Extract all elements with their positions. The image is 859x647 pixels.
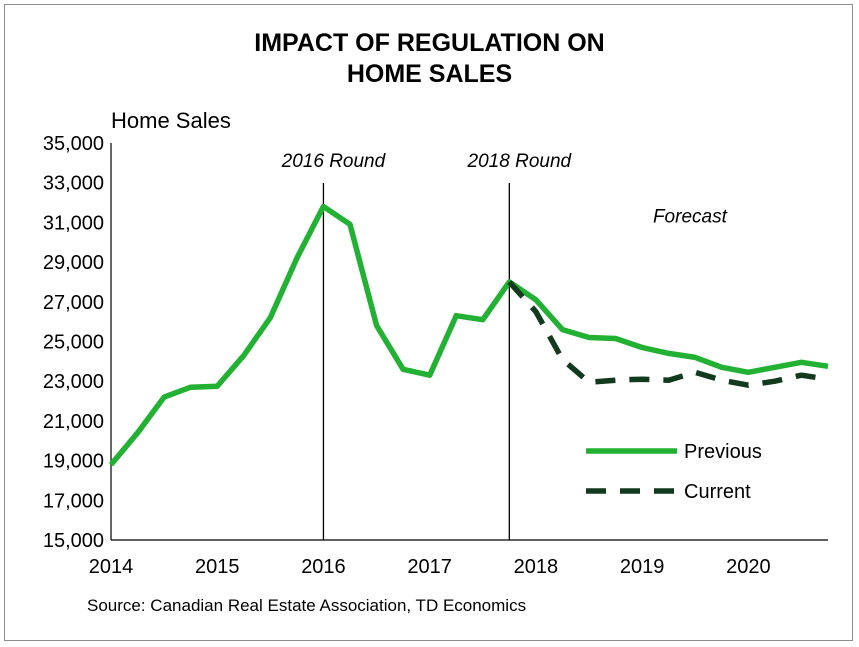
y-axis-label: Home Sales (111, 108, 231, 133)
y-tick-label: 31,000 (43, 212, 104, 234)
chart-frame (4, 4, 853, 641)
axes: 15,000 17,000 19,000 21,000 23,000 25,000 27,0… (43, 133, 828, 578)
y-tick-label: 29,000 (43, 252, 104, 274)
series (108, 203, 829, 467)
x-tick-label: 2017 (407, 556, 452, 578)
x-tick-label: 2014 (89, 556, 134, 578)
y-tick-label: 19,000 (43, 451, 104, 473)
y-tick-label: 33,000 (43, 173, 104, 195)
y-tick-label: 23,000 (43, 371, 104, 393)
x-tick-label: 2020 (726, 556, 771, 578)
y-tick-label: 35,000 (43, 133, 104, 155)
x-tick-label: 2015 (195, 556, 240, 578)
legend-label-previous: Previous (684, 441, 762, 463)
annotations: 2016 Round 2018 Round Forecast (281, 151, 728, 540)
series-line-current (507, 280, 829, 388)
y-tick-label: 15,000 (43, 530, 104, 552)
y-tick-label: 25,000 (43, 332, 104, 354)
y-tick-label: 17,000 (43, 490, 104, 512)
legend: Previous Current (586, 441, 762, 503)
chart-title-line-1: IMPACT OF REGULATION ON (254, 29, 605, 57)
legend-label-current: Current (684, 481, 751, 503)
x-tick-label: 2019 (620, 556, 665, 578)
annotation-label: 2016 Round (281, 151, 387, 172)
y-tick-label: 21,000 (43, 411, 104, 433)
series-line-previous (108, 203, 829, 467)
chart-title: IMPACT OF REGULATION ON HOME SALES (0, 28, 859, 90)
forecast-label: Forecast (653, 206, 728, 227)
source-note: Source: Canadian Real Estate Association… (87, 596, 527, 615)
x-tick-label: 2018 (514, 556, 559, 578)
chart-title-line-2: HOME SALES (346, 60, 513, 88)
annotation-label: 2018 Round (467, 151, 573, 172)
x-tick-label: 2016 (301, 556, 346, 578)
y-tick-label: 27,000 (43, 292, 104, 314)
